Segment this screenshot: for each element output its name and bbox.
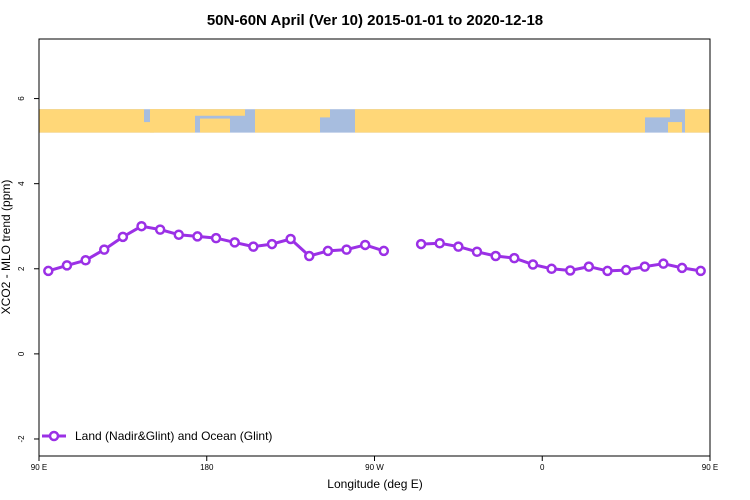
y-axis-label: XCO2 - MLO trend (ppm) [0,180,13,315]
data-point [658,258,669,269]
data-point [676,262,688,274]
y-tick-label: 0 [17,351,26,356]
data-point [434,237,445,249]
data-point [639,261,651,272]
legend-label: Land (Nadir&Glint) and Ocean (Glint) [75,429,272,443]
data-point [304,250,315,262]
x-axis-label: Longitude (deg E) [327,477,422,491]
y-tick-label: -2 [17,435,26,443]
data-point [61,260,73,271]
map-land-8 [645,109,670,118]
data-point [285,233,296,245]
data-point [98,244,110,255]
y-tick-label: 6 [17,96,26,101]
data-point [192,231,203,242]
data-point [136,220,147,232]
data-point [266,238,278,250]
data-point [322,245,334,257]
series-layer [43,220,706,277]
data-point [620,264,632,276]
series-line [421,241,701,273]
legend: Land (Nadir&Glint) and Ocean (Glint) [42,429,272,443]
plot-frame [38,38,711,457]
data-point [248,241,259,252]
x-tick-label: 90 W [365,463,384,472]
x-axis: 90 E 180 90 W 0 90 E [31,456,718,472]
data-point [154,224,166,235]
y-tick-label: 2 [17,266,26,271]
chart-title: 50N-60N April (Ver 10) 2015-01-01 to 202… [207,12,543,29]
map-land-3 [150,109,245,116]
data-point [229,237,240,248]
legend-marker [48,430,60,442]
y-tick-label: 4 [17,181,26,186]
map-land-0 [39,109,144,133]
data-point [80,255,91,266]
map-land-9 [668,122,682,133]
data-point [359,239,371,251]
map-land-1 [144,122,154,133]
data-point [564,265,576,276]
data-point [173,229,185,240]
data-point [509,252,520,264]
map-land-7 [355,109,645,133]
map-band [39,109,710,133]
map-land-10 [685,109,710,133]
x-tick-label: 0 [540,463,545,472]
x-tick-label: 180 [200,463,214,472]
data-point [490,250,501,262]
data-point [210,232,222,244]
x-tick-label: 90 E [702,463,718,472]
data-point [471,246,483,258]
map-land-6 [320,109,330,118]
data-point [546,263,557,275]
data-point [602,265,613,277]
y-axis: -2 0 2 4 6 [17,96,39,443]
data-point [453,241,464,252]
data-point [43,265,54,277]
data-point [117,231,129,243]
data-point [527,259,539,270]
x-tick-label: 90 E [31,463,47,472]
data-point [695,265,706,277]
data-point [341,244,352,255]
data-point [378,245,390,257]
map-land-5 [255,109,320,133]
data-point [415,238,427,250]
data-point [583,261,595,272]
map-land-4 [200,118,230,133]
